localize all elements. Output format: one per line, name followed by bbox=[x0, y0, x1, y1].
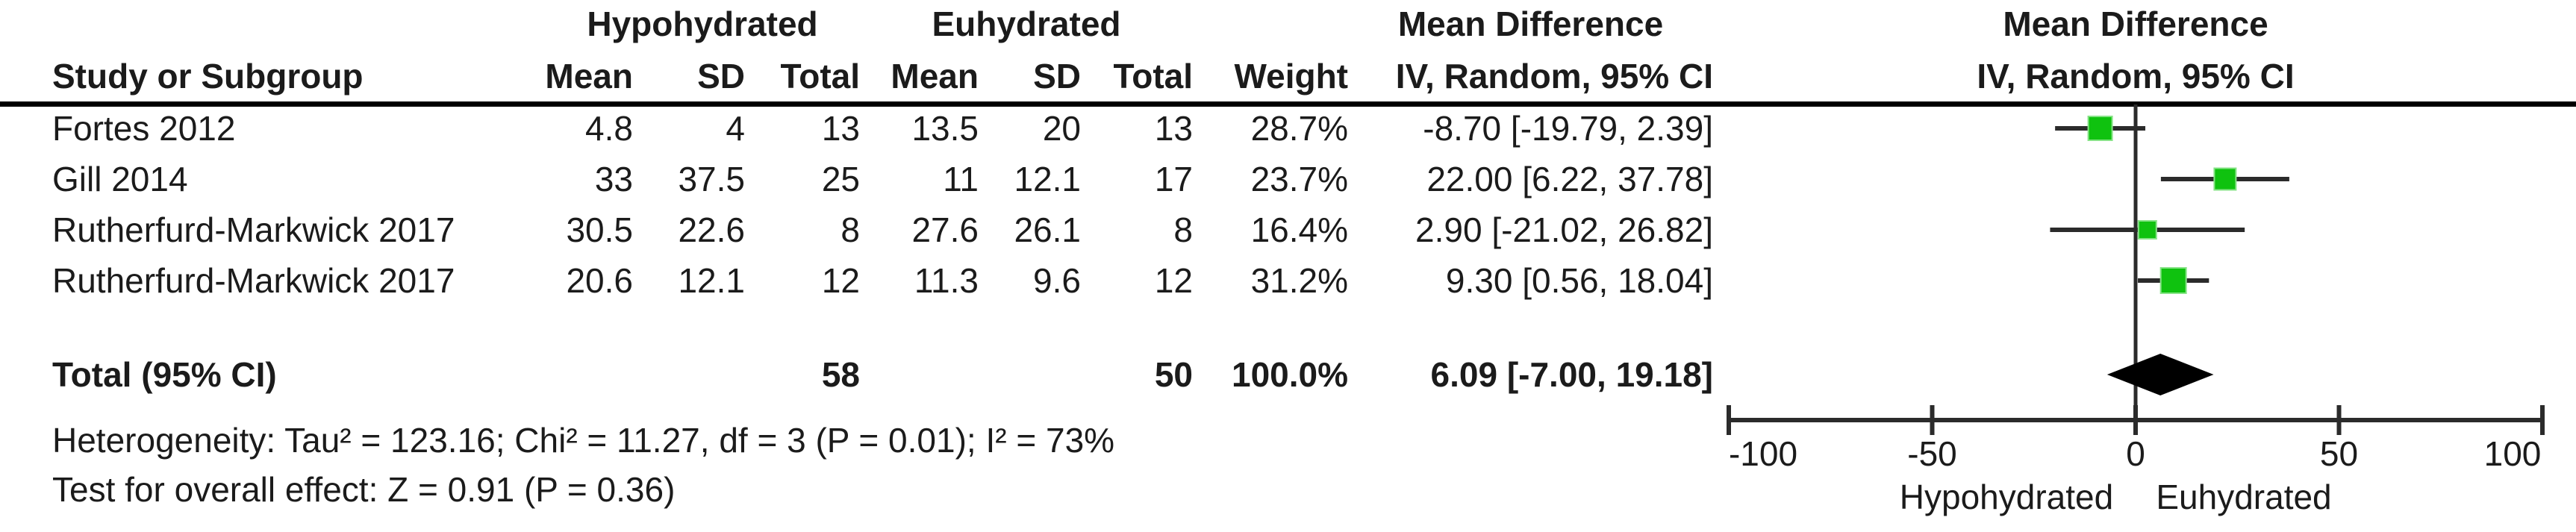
total-hypo-n: 58 bbox=[821, 355, 860, 394]
weight-value: 16.4% bbox=[1250, 210, 1348, 249]
axis-tick-label: -100 bbox=[1729, 434, 1797, 473]
study-name: Fortes 2012 bbox=[52, 109, 236, 148]
eu-total: 8 bbox=[1173, 210, 1193, 249]
md-ci-text: -8.70 [-19.79, 2.39] bbox=[1423, 109, 1713, 148]
eu-mean: 11.3 bbox=[914, 261, 979, 300]
heterogeneity-stats: Heterogeneity: Tau² = 123.16; Chi² = 11.… bbox=[52, 421, 1115, 460]
group-header-mean-difference: Mean Difference bbox=[1397, 4, 1664, 43]
total-md-ci-text: 6.09 [-7.00, 19.18] bbox=[1430, 355, 1713, 394]
hypo-sd: 12.1 bbox=[678, 261, 745, 300]
hypo-sd: 37.5 bbox=[678, 160, 745, 198]
col-header-e-mean: Mean bbox=[891, 57, 979, 96]
total-eu-n: 50 bbox=[1154, 355, 1193, 394]
total-label: Total (95% CI) bbox=[52, 355, 277, 394]
eu-sd: 12.1 bbox=[1014, 160, 1081, 198]
axis-label-euhydrated: Euhydrated bbox=[2156, 478, 2331, 516]
hypo-total: 12 bbox=[821, 261, 860, 300]
eu-sd: 9.6 bbox=[1033, 261, 1081, 300]
md-ci-text: 9.30 [0.56, 18.04] bbox=[1445, 261, 1713, 300]
study-name: Rutherfurd-Markwick 2017 bbox=[52, 210, 455, 249]
axis-tick-label: 0 bbox=[2126, 434, 2145, 473]
hypo-total: 25 bbox=[821, 160, 860, 198]
eu-sd: 26.1 bbox=[1014, 210, 1081, 249]
col-header-study: Study or Subgroup bbox=[52, 57, 364, 96]
col-header-h-sd: SD bbox=[697, 57, 745, 96]
eu-mean: 27.6 bbox=[911, 210, 979, 249]
eu-total: 17 bbox=[1154, 160, 1193, 198]
study-marker-square bbox=[2137, 220, 2157, 240]
weight-value: 23.7% bbox=[1250, 160, 1348, 198]
overall-effect-test: Test for overall effect: Z = 0.91 (P = 0… bbox=[52, 470, 676, 509]
hypo-total: 13 bbox=[821, 109, 860, 148]
hypo-mean: 33 bbox=[594, 160, 633, 198]
axis-tick-label: 100 bbox=[2484, 434, 2542, 473]
col-header-e-total: Total bbox=[1113, 57, 1193, 96]
plot-header-ci: IV, Random, 95% CI bbox=[1977, 57, 2295, 96]
eu-mean: 11 bbox=[943, 160, 979, 198]
axis-tick-label: -50 bbox=[1907, 434, 1956, 473]
weight-value: 31.2% bbox=[1250, 261, 1348, 300]
total-weight: 100.0% bbox=[1231, 355, 1348, 394]
weight-value: 28.7% bbox=[1250, 109, 1348, 148]
group-header-euhydrated: Euhydrated bbox=[932, 4, 1121, 43]
col-header-h-total: Total bbox=[780, 57, 860, 96]
hypo-mean: 30.5 bbox=[566, 210, 633, 249]
study-marker-square bbox=[2087, 116, 2113, 141]
eu-sd: 20 bbox=[1042, 109, 1081, 148]
md-ci-text: 2.90 [-21.02, 26.82] bbox=[1415, 210, 1713, 249]
total-diamond bbox=[2106, 354, 2214, 395]
col-header-e-sd: SD bbox=[1033, 57, 1081, 96]
plot-header-mean-difference: Mean Difference bbox=[2003, 4, 2268, 43]
col-header-ci: IV, Random, 95% CI bbox=[1395, 57, 1713, 96]
eu-total: 12 bbox=[1154, 261, 1193, 300]
md-ci-text: 22.00 [6.22, 37.78] bbox=[1426, 160, 1713, 198]
axis-tick-label: 50 bbox=[2320, 434, 2358, 473]
group-header-hypohydrated: Hypohydrated bbox=[587, 4, 818, 43]
header-divider-rule bbox=[0, 101, 2576, 107]
col-header-weight: Weight bbox=[1234, 57, 1348, 96]
eu-total: 13 bbox=[1154, 109, 1193, 148]
study-name: Gill 2014 bbox=[52, 160, 188, 198]
hypo-mean: 4.8 bbox=[585, 109, 633, 148]
hypo-mean: 20.6 bbox=[566, 261, 633, 300]
hypo-sd: 22.6 bbox=[678, 210, 745, 249]
col-header-h-mean: Mean bbox=[545, 57, 633, 96]
hypo-sd: 4 bbox=[726, 109, 745, 148]
hypo-total: 8 bbox=[841, 210, 860, 249]
study-name: Rutherfurd-Markwick 2017 bbox=[52, 261, 455, 300]
study-marker-square bbox=[2159, 267, 2187, 294]
eu-mean: 13.5 bbox=[911, 109, 979, 148]
study-marker-square bbox=[2213, 167, 2237, 191]
axis-label-hypohydrated: Hypohydrated bbox=[1900, 478, 2113, 516]
